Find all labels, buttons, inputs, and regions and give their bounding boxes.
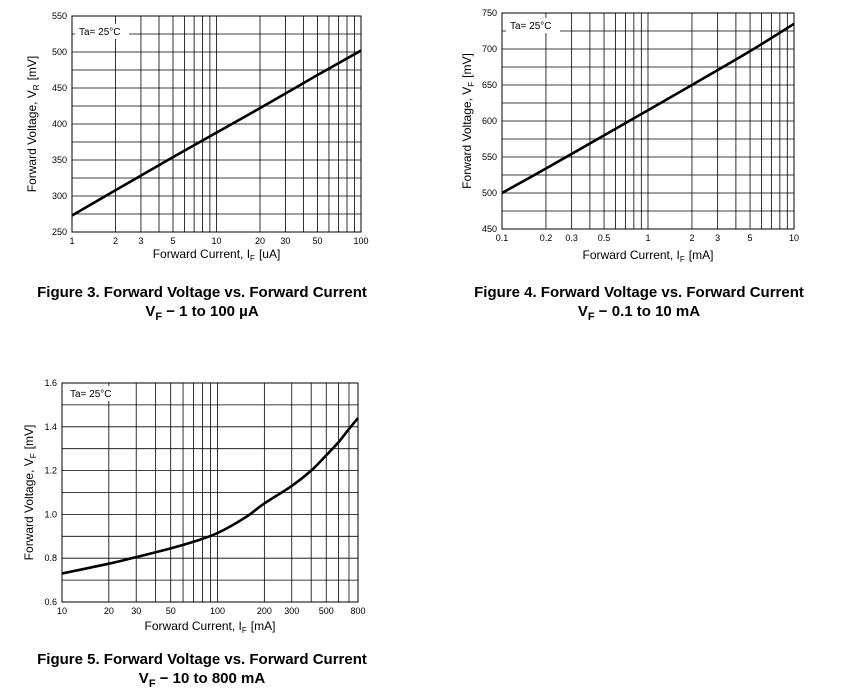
fig3-annotation: Ta= 25°C xyxy=(75,24,129,39)
fig3-grid xyxy=(71,15,362,233)
fig3-ytick-label: 350 xyxy=(52,155,67,165)
fig3-annotation-text: Ta= 25°C xyxy=(79,27,121,38)
fig3-ytick-label: 450 xyxy=(52,83,67,93)
fig3-ytick-label: 550 xyxy=(52,11,67,21)
caption-fig4-range: VF − 0.1 to 10 mA xyxy=(453,302,825,327)
caption-fig5: Figure 5. Forward Voltage vs. Forward Cu… xyxy=(16,650,388,694)
caption-fig3-title: Figure 3. Forward Voltage vs. Forward Cu… xyxy=(37,284,367,301)
fig3-ytick-label: 500 xyxy=(52,47,67,57)
fig3-xtick-label: 100 xyxy=(353,236,368,246)
caption-fig4-title: Figure 4. Forward Voltage vs. Forward Cu… xyxy=(474,284,804,301)
caption-fig5-range: VF − 10 to 800 mA xyxy=(16,669,388,694)
fig3-ytick-label: 250 xyxy=(52,227,67,237)
fig3-ylabel: Forward Voltage, VR [mV] xyxy=(25,56,41,193)
fig3-xlabel-sub: F xyxy=(250,254,255,263)
fig3-xtick-label: 2 xyxy=(113,236,118,246)
fig3-xtick-label: 10 xyxy=(211,236,221,246)
fig3-annotation-bg xyxy=(75,24,129,39)
caption-fig3-range: VF − 1 to 100 µA xyxy=(16,302,388,327)
caption-fig4: Figure 4. Forward Voltage vs. Forward Cu… xyxy=(453,283,825,327)
fig3-ytick-label: 300 xyxy=(52,191,67,201)
fig3-xlabel: Forward Current, IF [uA] xyxy=(153,247,281,263)
caption-fig4-range-text: − 0.1 to 10 mA xyxy=(594,303,701,320)
fig3-xtick-label: 30 xyxy=(280,236,290,246)
fig3-xtick-label: 50 xyxy=(312,236,322,246)
fig3-xtick-label: 5 xyxy=(170,236,175,246)
caption-fig3-range-text: − 1 to 100 µA xyxy=(162,303,259,320)
caption-fig4-v: V xyxy=(577,303,588,320)
fig3-xtick-label: 20 xyxy=(255,236,265,246)
fig3-ylabel-main: Forward Voltage, V xyxy=(25,90,39,192)
caption-fig5-sub: F xyxy=(148,678,156,690)
caption-fig3: Figure 3. Forward Voltage vs. Forward Cu… xyxy=(16,283,388,327)
fig3-plot-frame xyxy=(71,15,362,233)
fig3-xtick-label: 3 xyxy=(138,236,143,246)
caption-fig3-v: V xyxy=(145,303,156,320)
fig3-xtick-label: 1 xyxy=(69,236,74,246)
fig3-xlabel-unit: [uA] xyxy=(259,247,280,261)
caption-fig3-sub: F xyxy=(155,311,163,323)
fig3-xlabel-main: Forward Current, I xyxy=(153,247,250,261)
fig3-ylabel-unit: [mV] xyxy=(25,56,39,81)
caption-fig5-range-text: − 10 to 800 mA xyxy=(155,670,266,687)
caption-fig4-sub: F xyxy=(587,311,595,323)
fig3-ytick-label: 400 xyxy=(52,119,67,129)
fig3-series-line xyxy=(71,49,362,217)
caption-fig5-v: V xyxy=(138,670,149,687)
fig3-ylabel-sub: R xyxy=(32,84,41,90)
caption-fig5-title: Figure 5. Forward Voltage vs. Forward Cu… xyxy=(37,651,367,668)
